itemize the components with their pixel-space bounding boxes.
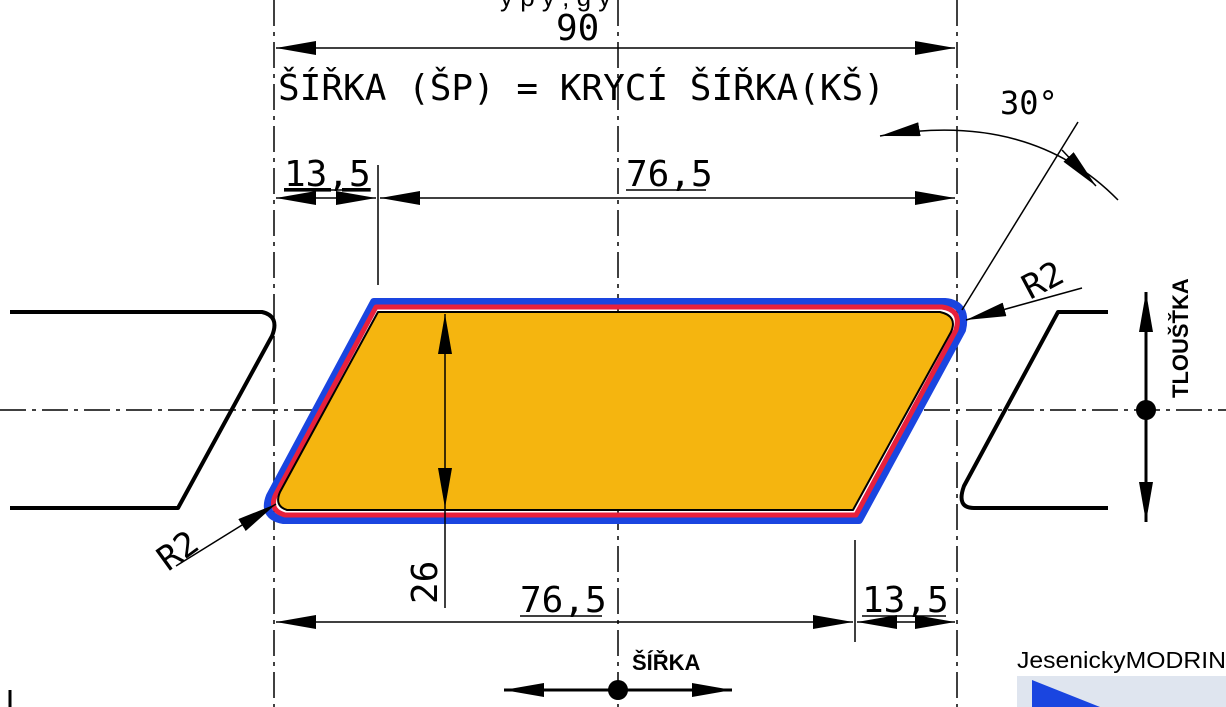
angle-reference-line <box>961 121 1079 311</box>
angle-arrow <box>1061 149 1097 187</box>
thickness-dimension: 26 <box>405 314 452 608</box>
right-neighbor-board <box>959 310 1108 510</box>
thickness-axis-dot <box>1136 400 1156 420</box>
dimension-13-5-top-text: 13,5 <box>284 154 371 195</box>
neighbor-boards <box>10 310 1108 510</box>
radius-left-text: R2 <box>150 523 207 579</box>
radius-right-text: R2 <box>1015 253 1070 308</box>
radius-right-leader <box>965 287 1083 321</box>
angle-arc <box>879 122 1119 201</box>
brand-logo: JesenickyMODRIN <box>1017 647 1226 707</box>
inner-outline <box>271 304 960 518</box>
radius-left-leader <box>175 503 277 567</box>
profile-cross-section <box>263 298 968 524</box>
thickness-axis: TLOUŠŤKA <box>1136 278 1193 522</box>
radius-left: R2 <box>150 503 277 579</box>
dimension-90-text: 90 <box>556 8 599 49</box>
header-fragment: y p y , g y <box>500 0 611 12</box>
dimension-76-5-bottom-text: 76,5 <box>520 580 607 621</box>
profile-fill <box>277 311 954 511</box>
top-dimensions: 13,5 76,5 <box>276 154 955 285</box>
width-axis-dot <box>608 680 628 700</box>
dimension-13-5-bottom-text: 13,5 <box>862 580 949 621</box>
left-neighbor-board <box>10 310 277 510</box>
width-formula-text: ŠÍŘKA (ŠP) = KRYCÍ ŠÍŘKA(KŠ) <box>278 67 885 109</box>
width-axis-label: ŠÍŘKA <box>632 650 701 675</box>
brand-name: JesenickyMODRIN <box>1017 647 1226 673</box>
thickness-axis-label: TLOUŠŤKA <box>1168 278 1193 398</box>
thickness-26-text: 26 <box>405 561 446 604</box>
angle-text: 30° <box>1000 84 1058 122</box>
dimension-total-width: 90 <box>276 8 955 55</box>
dimension-76-5-top-text: 76,5 <box>626 154 713 195</box>
logo-triangle <box>1032 680 1100 707</box>
width-axis: ŠÍŘKA <box>504 650 732 700</box>
bottom-dimensions: 76,5 13,5 <box>276 540 955 642</box>
angle-dimension: 30° <box>879 84 1119 311</box>
